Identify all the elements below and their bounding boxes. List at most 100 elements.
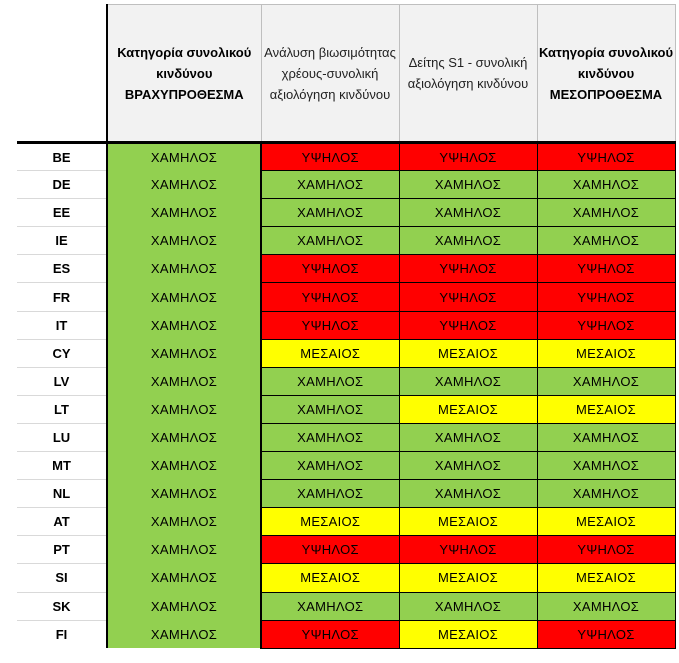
medium-term-risk-cell: ΧΑΜΗΛΟΣ bbox=[536, 226, 676, 256]
s1-risk-cell: ΥΨΗΛΟΣ bbox=[398, 282, 538, 312]
medium-term-risk-cell: ΧΑΜΗΛΟΣ bbox=[536, 422, 676, 453]
table-header: Κατηγορία συνολικού κινδύνου ΒΡΑΧΥΠΡΟΘΕΣ… bbox=[17, 4, 676, 143]
medium-term-risk-cell: ΧΑΜΗΛΟΣ bbox=[536, 591, 676, 621]
table-row: FI ΧΑΜΗΛΟΣ ΥΨΗΛΟΣ ΜΕΣΑΙΟΣ ΥΨΗΛΟΣ bbox=[17, 619, 676, 649]
country-code: MT bbox=[17, 451, 107, 480]
short-term-risk-cell: ΧΑΜΗΛΟΣ bbox=[106, 592, 262, 621]
table-row: NL ΧΑΜΗΛΟΣ ΧΑΜΗΛΟΣ ΧΑΜΗΛΟΣ ΧΑΜΗΛΟΣ bbox=[17, 479, 676, 509]
medium-term-risk-cell: ΥΨΗΛΟΣ bbox=[536, 254, 676, 284]
s1-risk-cell: ΧΑΜΗΛΟΣ bbox=[398, 170, 538, 200]
dsa-risk-cell: ΧΑΜΗΛΟΣ bbox=[260, 366, 400, 396]
table-row: FR ΧΑΜΗΛΟΣ ΥΨΗΛΟΣ ΥΨΗΛΟΣ ΥΨΗΛΟΣ bbox=[17, 282, 676, 312]
s1-risk-cell: ΥΨΗΛΟΣ bbox=[398, 535, 538, 565]
dsa-risk-cell: ΧΑΜΗΛΟΣ bbox=[260, 226, 400, 256]
dsa-risk-cell: ΧΑΜΗΛΟΣ bbox=[260, 198, 400, 228]
country-code: NL bbox=[17, 479, 107, 508]
dsa-risk-cell: ΧΑΜΗΛΟΣ bbox=[260, 170, 400, 200]
s1-risk-cell: ΧΑΜΗΛΟΣ bbox=[398, 479, 538, 509]
short-term-risk-cell: ΧΑΜΗΛΟΣ bbox=[106, 620, 262, 649]
s1-risk-cell: ΜΕΣΑΙΟΣ bbox=[398, 563, 538, 593]
table-row: LT ΧΑΜΗΛΟΣ ΧΑΜΗΛΟΣ ΜΕΣΑΙΟΣ ΜΕΣΑΙΟΣ bbox=[17, 394, 676, 424]
medium-term-risk-cell: ΧΑΜΗΛΟΣ bbox=[536, 198, 676, 228]
country-code: LT bbox=[17, 394, 107, 424]
medium-term-risk-cell: ΥΨΗΛΟΣ bbox=[536, 310, 676, 340]
table-body: BE ΧΑΜΗΛΟΣ ΥΨΗΛΟΣ ΥΨΗΛΟΣ ΥΨΗΛΟΣ DE ΧΑΜΗΛΟΣ ΧΑΜΗ… bbox=[17, 140, 676, 649]
country-code: IE bbox=[17, 226, 107, 255]
header-medium-term-risk: Κατηγορία συνολικού κινδύνου ΜΕΣΟΠΡΟΘΕΣΜ… bbox=[536, 4, 676, 143]
country-code: LU bbox=[17, 422, 107, 452]
s1-risk-cell: ΧΑΜΗΛΟΣ bbox=[398, 226, 538, 256]
medium-term-risk-cell: ΜΕΣΑΙΟΣ bbox=[536, 507, 676, 537]
dsa-risk-cell: ΧΑΜΗΛΟΣ bbox=[260, 394, 400, 424]
table-row: MT ΧΑΜΗΛΟΣ ΧΑΜΗΛΟΣ ΧΑΜΗΛΟΣ ΧΑΜΗΛΟΣ bbox=[17, 451, 676, 481]
s1-risk-cell: ΜΕΣΑΙΟΣ bbox=[398, 619, 538, 649]
country-code: SI bbox=[17, 563, 107, 592]
s1-risk-cell: ΧΑΜΗΛΟΣ bbox=[398, 591, 538, 621]
medium-term-risk-cell: ΜΕΣΑΙΟΣ bbox=[536, 338, 676, 368]
country-code: FR bbox=[17, 282, 107, 312]
medium-term-risk-cell: ΧΑΜΗΛΟΣ bbox=[536, 479, 676, 509]
country-code: DE bbox=[17, 170, 107, 199]
s1-risk-cell: ΧΑΜΗΛΟΣ bbox=[398, 198, 538, 228]
short-term-risk-cell: ΧΑΜΗΛΟΣ bbox=[106, 451, 262, 480]
dsa-risk-cell: ΜΕΣΑΙΟΣ bbox=[260, 338, 400, 368]
s1-risk-cell: ΥΨΗΛΟΣ bbox=[398, 310, 538, 340]
short-term-risk-cell: ΧΑΜΗΛΟΣ bbox=[106, 198, 262, 227]
dsa-risk-cell: ΥΨΗΛΟΣ bbox=[260, 310, 400, 340]
table-row: IT ΧΑΜΗΛΟΣ ΥΨΗΛΟΣ ΥΨΗΛΟΣ ΥΨΗΛΟΣ bbox=[17, 310, 676, 340]
short-term-risk-cell: ΧΑΜΗΛΟΣ bbox=[106, 226, 262, 255]
table-row: SK ΧΑΜΗΛΟΣ ΧΑΜΗΛΟΣ ΧΑΜΗΛΟΣ ΧΑΜΗΛΟΣ bbox=[17, 591, 676, 621]
header-corner bbox=[17, 4, 108, 143]
medium-term-risk-cell: ΜΕΣΑΙΟΣ bbox=[536, 563, 676, 593]
table-row: LV ΧΑΜΗΛΟΣ ΧΑΜΗΛΟΣ ΧΑΜΗΛΟΣ ΧΑΜΗΛΟΣ bbox=[17, 366, 676, 396]
dsa-risk-cell: ΥΨΗΛΟΣ bbox=[260, 140, 400, 172]
country-code: EE bbox=[17, 198, 107, 227]
country-code: LV bbox=[17, 366, 107, 396]
s1-risk-cell: ΜΕΣΑΙΟΣ bbox=[398, 394, 538, 424]
table-row: LU ΧΑΜΗΛΟΣ ΧΑΜΗΛΟΣ ΧΑΜΗΛΟΣ ΧΑΜΗΛΟΣ bbox=[17, 422, 676, 453]
medium-term-risk-cell: ΧΑΜΗΛΟΣ bbox=[536, 451, 676, 481]
dsa-risk-cell: ΜΕΣΑΙΟΣ bbox=[260, 507, 400, 537]
country-code: SK bbox=[17, 591, 107, 621]
s1-risk-cell: ΜΕΣΑΙΟΣ bbox=[398, 507, 538, 537]
short-term-risk-cell: ΧΑΜΗΛΟΣ bbox=[106, 479, 262, 508]
medium-term-risk-cell: ΥΨΗΛΟΣ bbox=[536, 140, 676, 172]
country-code: IT bbox=[17, 310, 107, 340]
dsa-risk-cell: ΥΨΗΛΟΣ bbox=[260, 254, 400, 284]
table-row: PT ΧΑΜΗΛΟΣ ΥΨΗΛΟΣ ΥΨΗΛΟΣ ΥΨΗΛΟΣ bbox=[17, 535, 676, 565]
s1-risk-cell: ΜΕΣΑΙΟΣ bbox=[398, 338, 538, 368]
medium-term-risk-cell: ΥΨΗΛΟΣ bbox=[536, 282, 676, 312]
country-code: BE bbox=[17, 140, 107, 171]
country-code: CY bbox=[17, 338, 107, 368]
medium-term-risk-cell: ΜΕΣΑΙΟΣ bbox=[536, 394, 676, 424]
dsa-risk-cell: ΧΑΜΗΛΟΣ bbox=[260, 451, 400, 481]
short-term-risk-cell: ΧΑΜΗΛΟΣ bbox=[106, 254, 262, 283]
s1-risk-cell: ΧΑΜΗΛΟΣ bbox=[398, 422, 538, 453]
short-term-risk-cell: ΧΑΜΗΛΟΣ bbox=[106, 395, 262, 424]
dsa-risk-cell: ΜΕΣΑΙΟΣ bbox=[260, 563, 400, 593]
s1-risk-cell: ΥΨΗΛΟΣ bbox=[398, 140, 538, 172]
table-row: DE ΧΑΜΗΛΟΣ ΧΑΜΗΛΟΣ ΧΑΜΗΛΟΣ ΧΑΜΗΛΟΣ bbox=[17, 170, 676, 200]
dsa-risk-cell: ΧΑΜΗΛΟΣ bbox=[260, 591, 400, 621]
header-s1-indicator: Δείτης S1 - συνολική αξιολόγηση κινδύνου bbox=[398, 4, 538, 143]
medium-term-risk-cell: ΧΑΜΗΛΟΣ bbox=[536, 366, 676, 396]
short-term-risk-cell: ΧΑΜΗΛΟΣ bbox=[106, 282, 262, 312]
medium-term-risk-cell: ΧΑΜΗΛΟΣ bbox=[536, 170, 676, 200]
table-row: BE ΧΑΜΗΛΟΣ ΥΨΗΛΟΣ ΥΨΗΛΟΣ ΥΨΗΛΟΣ bbox=[17, 140, 676, 172]
dsa-risk-cell: ΥΨΗΛΟΣ bbox=[260, 535, 400, 565]
table-row: SI ΧΑΜΗΛΟΣ ΜΕΣΑΙΟΣ ΜΕΣΑΙΟΣ ΜΕΣΑΙΟΣ bbox=[17, 563, 676, 593]
table-row: ES ΧΑΜΗΛΟΣ ΥΨΗΛΟΣ ΥΨΗΛΟΣ ΥΨΗΛΟΣ bbox=[17, 254, 676, 284]
s1-risk-cell: ΧΑΜΗΛΟΣ bbox=[398, 451, 538, 481]
header-short-term-risk: Κατηγορία συνολικού κινδύνου ΒΡΑΧΥΠΡΟΘΕΣ… bbox=[106, 4, 262, 143]
medium-term-risk-cell: ΥΨΗΛΟΣ bbox=[536, 535, 676, 565]
dsa-risk-cell: ΧΑΜΗΛΟΣ bbox=[260, 422, 400, 453]
country-code: AT bbox=[17, 507, 107, 536]
country-code: FI bbox=[17, 619, 107, 649]
short-term-risk-cell: ΧΑΜΗΛΟΣ bbox=[106, 507, 262, 536]
header-dsa-risk: Ανάλυση βιωσιμότητας χρέους-συνολική αξι… bbox=[260, 4, 400, 143]
table-row: IE ΧΑΜΗΛΟΣ ΧΑΜΗΛΟΣ ΧΑΜΗΛΟΣ ΧΑΜΗΛΟΣ bbox=[17, 226, 676, 256]
short-term-risk-cell: ΧΑΜΗΛΟΣ bbox=[106, 339, 262, 368]
short-term-risk-cell: ΧΑΜΗΛΟΣ bbox=[106, 311, 262, 340]
short-term-risk-cell: ΧΑΜΗΛΟΣ bbox=[106, 170, 262, 199]
dsa-risk-cell: ΧΑΜΗΛΟΣ bbox=[260, 479, 400, 509]
